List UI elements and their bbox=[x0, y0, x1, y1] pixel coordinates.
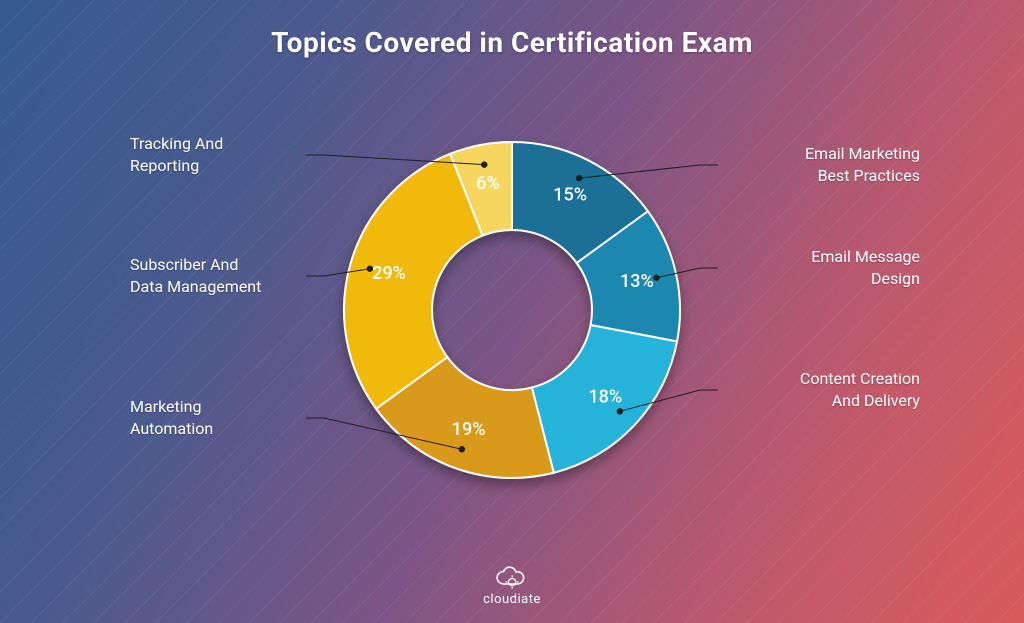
donut-svg: 15% 13% 18% 19% 29% 6% bbox=[0, 0, 1024, 623]
slice-label-line: Marketing bbox=[130, 396, 330, 418]
slice-percent: 13% bbox=[620, 271, 654, 292]
slice-label-line: Email Message bbox=[720, 246, 920, 268]
slice-percent: 19% bbox=[452, 419, 486, 440]
slice-label-line: Best Practices bbox=[720, 165, 920, 187]
cloud-icon bbox=[494, 566, 530, 590]
slice-label-line: Subscriber And bbox=[130, 254, 330, 276]
slice-label-line: Content Creation bbox=[720, 368, 920, 390]
slice-percent: 15% bbox=[553, 185, 587, 206]
slice-label-line: Design bbox=[720, 268, 920, 290]
slice-percent: 6% bbox=[476, 173, 499, 194]
slice-percent: 18% bbox=[588, 386, 622, 407]
slice-label-line: Data Management bbox=[130, 276, 330, 298]
slice-label: Subscriber AndData Management bbox=[130, 254, 330, 297]
slice-label-line: Email Marketing bbox=[720, 143, 920, 165]
slice-label-line: Automation bbox=[130, 418, 330, 440]
brand-logo: cloudiate bbox=[483, 566, 541, 607]
slice-label: Content CreationAnd Delivery bbox=[720, 368, 920, 411]
slice-label: Tracking AndReporting bbox=[130, 133, 330, 176]
slice-label: Email MessageDesign bbox=[720, 246, 920, 289]
slice-percent: 29% bbox=[372, 263, 406, 284]
slice-label-line: Tracking And bbox=[130, 133, 330, 155]
slice-label-line: Reporting bbox=[130, 155, 330, 177]
infographic-stage: Topics Covered in Certification Exam 15%… bbox=[0, 0, 1024, 623]
slice-label: Email MarketingBest Practices bbox=[720, 143, 920, 186]
brand-name: cloudiate bbox=[483, 592, 541, 607]
donut-chart: 15% 13% 18% 19% 29% 6% Email MarketingBest Pr… bbox=[0, 0, 1024, 623]
donut-slice bbox=[344, 154, 483, 409]
slice-label-line: And Delivery bbox=[720, 390, 920, 412]
slice-label: MarketingAutomation bbox=[130, 396, 330, 439]
